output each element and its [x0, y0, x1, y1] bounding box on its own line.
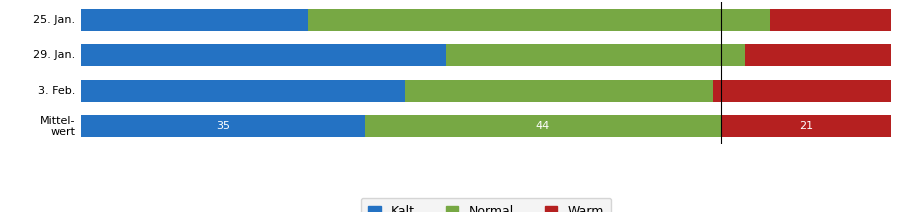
Bar — [81, 9, 308, 31]
Bar — [721, 115, 891, 137]
Bar — [405, 80, 713, 102]
Bar — [81, 115, 365, 137]
Text: 44: 44 — [536, 121, 550, 131]
Bar — [308, 9, 770, 31]
Bar — [713, 80, 891, 102]
Bar — [770, 9, 891, 31]
Text: 35: 35 — [216, 121, 230, 131]
Legend: Kalt, Normal, Warm: Kalt, Normal, Warm — [361, 198, 611, 212]
Bar — [446, 44, 745, 66]
Bar — [81, 80, 405, 102]
Text: 21: 21 — [799, 121, 813, 131]
Bar — [364, 115, 721, 137]
Bar — [745, 44, 891, 66]
Bar — [81, 44, 446, 66]
